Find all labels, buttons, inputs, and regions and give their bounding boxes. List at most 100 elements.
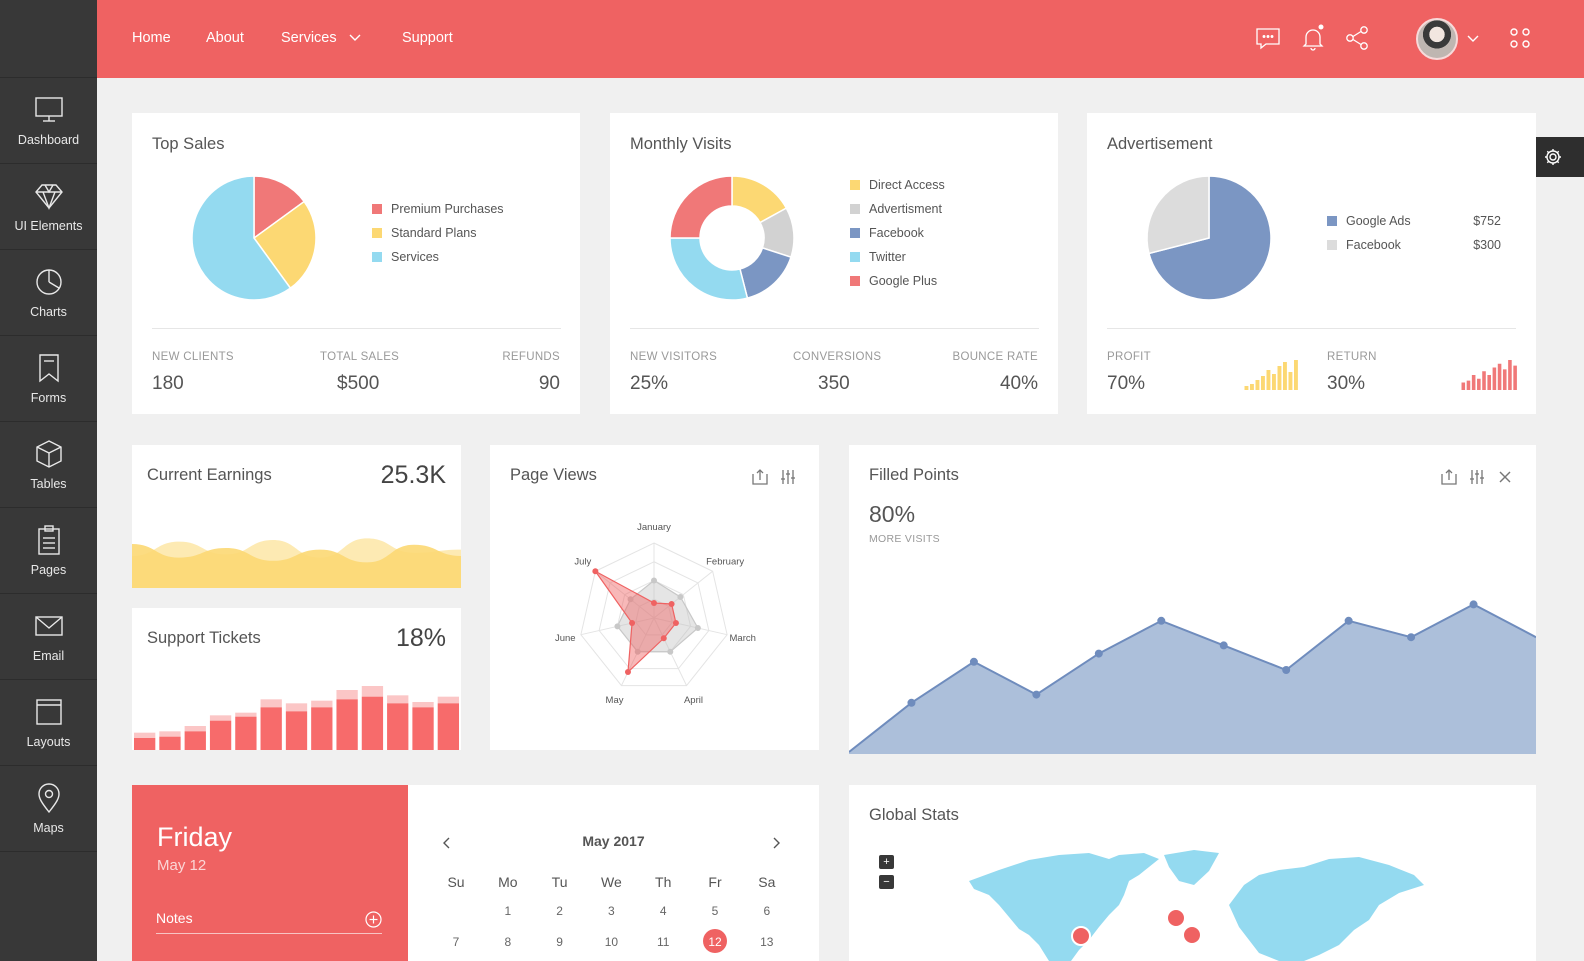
weekday-header: Mo: [498, 874, 518, 890]
settings-sliders-icon[interactable]: [1468, 468, 1486, 486]
area-point[interactable]: [1282, 666, 1291, 674]
share-icon[interactable]: [1343, 24, 1371, 52]
ticket-bar: [387, 703, 409, 750]
weekday-header: Fr: [708, 874, 722, 890]
card-tools: [751, 468, 797, 486]
sidebar-item-email[interactable]: Email: [0, 594, 97, 680]
calendar-day[interactable]: 1: [504, 904, 512, 918]
sidebar-item-charts[interactable]: Charts: [0, 250, 97, 336]
area-point[interactable]: [1094, 649, 1103, 658]
chevron-right-icon[interactable]: [771, 836, 781, 850]
zoom-in-button[interactable]: +: [879, 855, 894, 869]
sidebar-item-label: Maps: [33, 821, 64, 835]
radar-series: [594, 570, 677, 674]
calendar-day[interactable]: 8: [504, 935, 512, 949]
top-sales-legend: Premium Purchases Standard Plans Service…: [372, 197, 522, 269]
settings-sliders-icon[interactable]: [779, 468, 797, 486]
area-point[interactable]: [1407, 633, 1416, 642]
spark-bar: [1244, 386, 1249, 390]
stat-label: NEW CLIENTS: [152, 351, 234, 363]
legend-label: Direct Access: [869, 178, 945, 192]
sidebar-item-pages[interactable]: Pages: [0, 508, 97, 594]
filled-points-area-chart: [849, 600, 1536, 754]
nav-about[interactable]: About: [206, 30, 244, 46]
user-avatar[interactable]: [1416, 18, 1458, 60]
chat-icon[interactable]: [1254, 24, 1282, 52]
calendar-date: May 12: [157, 857, 207, 874]
tickets-bar-chart: [134, 686, 459, 750]
calendar-day[interactable]: 5: [711, 904, 719, 918]
area-point[interactable]: [1469, 600, 1478, 609]
sidebar: Dashboard UI Elements Charts Forms Table…: [0, 0, 97, 961]
calendar-day[interactable]: 11: [656, 935, 670, 949]
pie-slice: [191, 175, 292, 301]
sidebar-item-ui-elements[interactable]: UI Elements: [0, 164, 97, 250]
nav-services[interactable]: Services: [281, 30, 361, 46]
area-point[interactable]: [1344, 616, 1353, 625]
spark-bar: [1255, 380, 1260, 390]
ticket-bar: [285, 711, 308, 750]
area-point[interactable]: [1157, 616, 1166, 625]
calendar-day[interactable]: 10: [604, 935, 619, 949]
filled-points-value: 80%: [869, 501, 916, 527]
spark-bar: [1277, 366, 1282, 390]
calendar-day[interactable]: 12: [695, 929, 735, 953]
area-point[interactable]: [969, 657, 978, 666]
sidebar-item-layouts[interactable]: Layouts: [0, 680, 97, 766]
card-title: Current Earnings: [147, 466, 272, 484]
radar-point: [668, 600, 675, 607]
calendar-day[interactable]: 9: [556, 935, 563, 949]
weekday-header: Sa: [758, 874, 776, 890]
map-marker[interactable]: [1182, 925, 1202, 945]
calendar-day[interactable]: 7: [452, 935, 460, 949]
top-navbar: Home About Services Support: [97, 0, 1584, 78]
chevron-down-icon[interactable]: [1467, 35, 1479, 43]
sidebar-item-tables[interactable]: Tables: [0, 422, 97, 508]
card-title: Global Stats: [869, 806, 959, 824]
ticket-bar-extra: [336, 690, 358, 700]
pie-slice: [739, 246, 792, 299]
notes-field[interactable]: Notes: [156, 910, 382, 934]
calendar-month: May 2017 Su Mo Tu We Th Fr Sa 1 2 3 4 5 6 7 8 9 10 11 12 13: [408, 785, 819, 961]
radar-label: March: [730, 633, 756, 644]
spark-bar: [1288, 372, 1293, 390]
legend-swatch: [1327, 216, 1337, 226]
gear-icon: [1545, 149, 1561, 165]
world-map[interactable]: [959, 845, 1429, 961]
ticket-bar-extra: [387, 695, 409, 704]
nav-home[interactable]: Home: [132, 30, 171, 46]
area-fill: [849, 604, 1536, 754]
area-point[interactable]: [1032, 690, 1041, 699]
map-marker[interactable]: [1071, 926, 1091, 946]
calendar-day[interactable]: 3: [608, 904, 615, 918]
filled-points-sublabel: MORE VISITS: [869, 533, 940, 545]
settings-toggle[interactable]: [1533, 137, 1584, 177]
sidebar-item-forms[interactable]: Forms: [0, 336, 97, 422]
close-icon[interactable]: [1496, 468, 1514, 486]
calendar-day[interactable]: 6: [763, 904, 771, 918]
map-marker[interactable]: [1166, 908, 1186, 928]
nav-support[interactable]: Support: [402, 30, 453, 46]
chevron-left-icon[interactable]: [442, 836, 452, 850]
radar-point: [672, 620, 679, 627]
pie-slice: [1146, 175, 1210, 255]
calendar-day[interactable]: 2: [556, 904, 563, 918]
calendar-day[interactable]: 13: [760, 935, 774, 949]
export-icon[interactable]: [1440, 468, 1458, 486]
apps-grid-icon[interactable]: [1506, 24, 1534, 52]
zoom-out-button[interactable]: −: [879, 875, 894, 889]
ticket-bar: [260, 707, 282, 750]
sidebar-item-label: Dashboard: [17, 133, 80, 147]
add-note-icon[interactable]: [365, 911, 382, 928]
bell-icon[interactable]: [1299, 24, 1327, 52]
legend-item: Advertisment: [850, 197, 1000, 221]
sidebar-item-dashboard[interactable]: Dashboard: [0, 78, 97, 164]
export-icon[interactable]: [751, 468, 769, 486]
radar-point: [624, 669, 631, 676]
area-point[interactable]: [907, 698, 916, 707]
calendar-day[interactable]: 4: [659, 904, 667, 918]
weekday-header: We: [601, 874, 622, 890]
area-point[interactable]: [1219, 641, 1228, 650]
sidebar-item-maps[interactable]: Maps: [0, 766, 97, 852]
pie-slice: [1148, 175, 1272, 301]
